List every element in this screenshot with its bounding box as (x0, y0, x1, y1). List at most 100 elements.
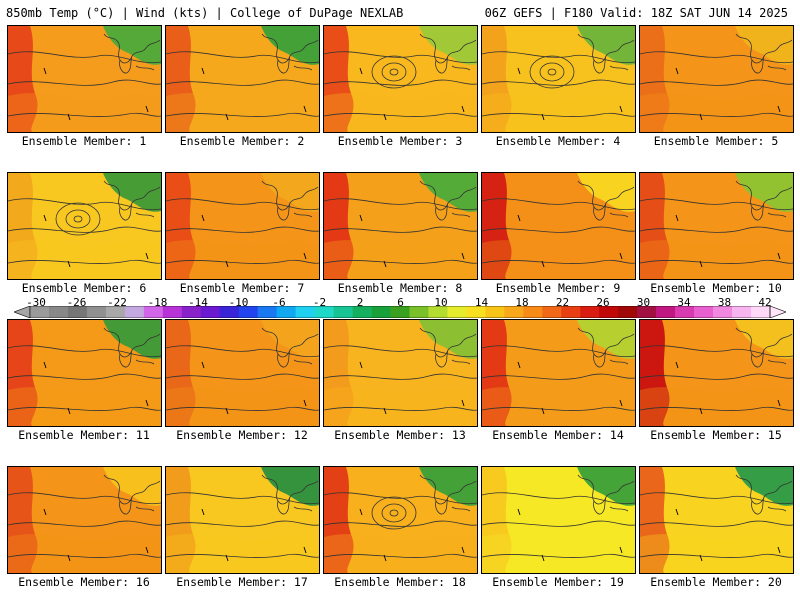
wind-barb (43, 361, 149, 415)
northeast-region (735, 320, 793, 359)
ensemble-panel-15 (639, 319, 794, 427)
height-contour (166, 373, 319, 380)
ensemble-member-label: Ensemble Member: 1 (21, 134, 147, 148)
closed-low-contours (371, 55, 417, 89)
colorbar-segment (504, 306, 524, 318)
great-lakes-outline (577, 474, 635, 515)
mid-band (640, 240, 793, 279)
great-lakes-outline (735, 180, 793, 221)
height-contour (482, 112, 635, 117)
height-contour (166, 492, 319, 505)
height-contour (8, 406, 161, 411)
member-map-11 (8, 320, 161, 426)
northeast-region (419, 26, 477, 65)
colorbar-segment (276, 306, 296, 318)
member-map-20 (640, 467, 793, 573)
mid-band (640, 93, 793, 132)
height-contour (166, 79, 319, 86)
height-contour (482, 198, 635, 211)
ensemble-panel-11 (7, 319, 162, 427)
colorbar-segment (257, 306, 277, 318)
colorbar-segment (86, 306, 107, 318)
great-lakes-outline (419, 474, 477, 515)
colorbar-tick-label: 42 (758, 296, 772, 309)
great-lakes-outline (261, 33, 319, 74)
northeast-region (577, 26, 635, 65)
great-lakes-outline (419, 33, 477, 74)
height-contour (324, 51, 477, 64)
height-contour (8, 79, 161, 86)
ensemble-panel-18 (323, 466, 478, 574)
height-contour (640, 492, 793, 505)
height-contour (482, 406, 635, 411)
ensemble-panel-3 (323, 25, 478, 133)
colorbar-segment (371, 306, 391, 318)
colorbar-segment (523, 306, 543, 318)
ensemble-member-label: Ensemble Member: 10 (650, 281, 782, 295)
ensemble-panel-17 (165, 466, 320, 574)
wind-barb (43, 508, 149, 562)
wind-barb (517, 361, 623, 415)
height-contour (482, 492, 635, 505)
height-contour (324, 406, 477, 411)
height-contour (640, 112, 793, 117)
wind-barb (201, 67, 307, 121)
great-lakes-outline (735, 327, 793, 368)
colorbar-segment (428, 306, 448, 318)
height-contour (8, 520, 161, 527)
mid-band (324, 387, 477, 426)
height-contour (166, 345, 319, 358)
northeast-region (261, 467, 319, 506)
ensemble-member-label: Ensemble Member: 9 (495, 281, 621, 295)
height-contour (166, 112, 319, 117)
northeast-region (577, 467, 635, 506)
colorbar-segment (599, 306, 619, 318)
colorbar-segment (485, 306, 505, 318)
colorbar-segment (542, 306, 562, 318)
height-contour (324, 226, 477, 233)
colorbar-segment (713, 306, 733, 318)
height-contour (8, 492, 161, 505)
height-contour (640, 345, 793, 358)
height-contour (640, 79, 793, 86)
great-lakes-outline (103, 33, 161, 74)
height-contour (166, 51, 319, 64)
colorbar-segment (333, 306, 353, 318)
ensemble-member-label: Ensemble Member: 19 (492, 575, 624, 589)
wind-barb (201, 214, 307, 268)
ensemble-panel-20 (639, 466, 794, 574)
colorbar-tick-label: 14 (474, 296, 489, 309)
ensemble-panel-12 (165, 319, 320, 427)
ensemble-member-label: Ensemble Member: 20 (650, 575, 782, 589)
height-contour (8, 373, 161, 380)
mid-band (8, 240, 161, 279)
mid-band (640, 387, 793, 426)
wind-barb (359, 361, 465, 415)
great-lakes-outline (103, 474, 161, 515)
wind-barb (43, 214, 149, 268)
colorbar-segment (637, 306, 657, 318)
wind-barb (675, 361, 781, 415)
mid-band (482, 534, 635, 573)
ensemble-member-label: Ensemble Member: 18 (334, 575, 466, 589)
height-contour (8, 198, 161, 211)
colorbar-segment (466, 306, 486, 318)
height-contour (8, 345, 161, 358)
colorbar-tick-label: -10 (228, 296, 249, 309)
height-contour (324, 345, 477, 358)
colorbar-tick-label: -22 (107, 296, 127, 309)
ensemble-panel-13 (323, 319, 478, 427)
ensemble-member-label: Ensemble Member: 8 (337, 281, 463, 295)
wind-barb (359, 214, 465, 268)
colorbar-tick-label: 10 (434, 296, 448, 309)
height-contour (640, 406, 793, 411)
mid-band (166, 387, 319, 426)
northeast-region (103, 467, 161, 506)
height-contour (166, 198, 319, 211)
colorbar-tick-label: 2 (356, 296, 364, 309)
closed-low-contours (529, 55, 575, 89)
member-map-8 (324, 173, 477, 279)
great-lakes-outline (261, 474, 319, 515)
map-title: 850mb Temp (°C) | Wind (kts) | College o… (6, 6, 404, 20)
mid-band (166, 93, 319, 132)
